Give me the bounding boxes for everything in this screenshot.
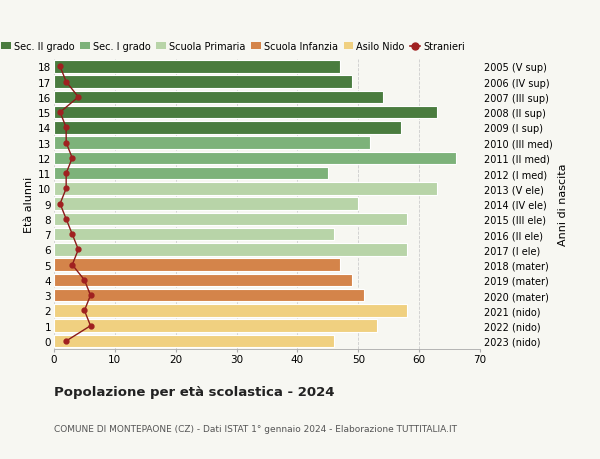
Bar [54,335,334,347]
Legend: Sec. II grado, Sec. I grado, Scuola Primaria, Scuola Infanzia, Asilo Nido, Stran: Sec. II grado, Sec. I grado, Scuola Prim… [1,42,465,52]
Bar [54,244,407,256]
Bar [54,152,455,165]
Bar [54,76,352,89]
Y-axis label: Età alunni: Età alunni [24,176,34,232]
Bar [54,198,358,211]
Bar [54,122,401,134]
Y-axis label: Anni di nascita: Anni di nascita [559,163,568,246]
Bar [54,289,364,302]
Bar [54,61,340,73]
Text: Popolazione per età scolastica - 2024: Popolazione per età scolastica - 2024 [54,385,335,398]
Bar [54,305,407,317]
Bar [54,183,437,195]
Text: COMUNE DI MONTEPAONE (CZ) - Dati ISTAT 1° gennaio 2024 - Elaborazione TUTTITALIA: COMUNE DI MONTEPAONE (CZ) - Dati ISTAT 1… [54,425,457,433]
Bar [54,213,407,226]
Bar [54,91,383,104]
Bar [54,320,377,332]
Bar [54,168,328,180]
Bar [54,137,370,150]
Bar [54,274,352,286]
Bar [54,229,334,241]
Bar [54,259,340,271]
Bar [54,106,437,119]
